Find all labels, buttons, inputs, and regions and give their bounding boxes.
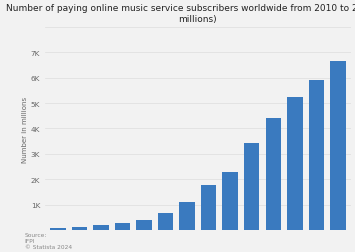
- Bar: [179, 202, 195, 230]
- Title: Number of paying online music service subscribers worldwide from 2010 to 2023 (i: Number of paying online music service su…: [6, 4, 355, 24]
- Bar: [50, 228, 66, 230]
- Bar: [330, 61, 346, 230]
- Bar: [158, 213, 173, 230]
- Bar: [72, 227, 87, 230]
- Bar: [136, 220, 152, 230]
- Y-axis label: Number in millions: Number in millions: [22, 96, 28, 162]
- Bar: [115, 223, 130, 230]
- Bar: [201, 186, 217, 230]
- Text: Source:
IFPI
© Statista 2024: Source: IFPI © Statista 2024: [25, 232, 72, 249]
- Bar: [308, 81, 324, 230]
- Bar: [93, 225, 109, 230]
- Bar: [244, 144, 260, 230]
- Bar: [266, 118, 281, 230]
- Bar: [223, 172, 238, 230]
- Bar: [287, 98, 302, 230]
